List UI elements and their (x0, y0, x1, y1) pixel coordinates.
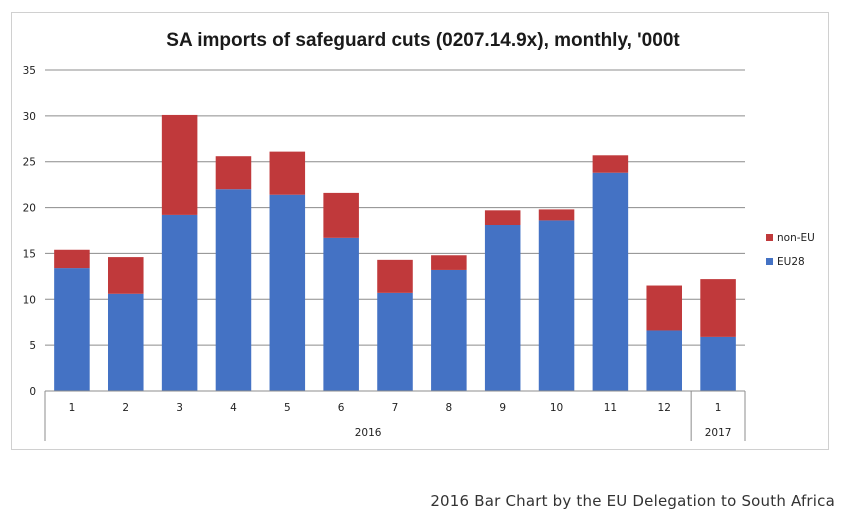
bar-eu28-1 (54, 268, 90, 391)
x-group-label: 2016 (355, 427, 382, 439)
y-tick-label: 0 (29, 386, 36, 398)
bar-non-eu-8 (431, 255, 467, 270)
y-tick-label: 15 (23, 248, 36, 260)
image-caption: 2016 Bar Chart by the EU Delegation to S… (430, 492, 835, 510)
bar-eu28-4 (215, 189, 252, 391)
legend-label: non-EU (777, 232, 815, 244)
chart-title: SA imports of safeguard cuts (0207.14.9x… (166, 30, 680, 51)
x-tick-label: 3 (176, 402, 183, 414)
x-tick-label: 11 (604, 402, 617, 414)
x-tick-label: 9 (499, 402, 506, 414)
legend: non-EU EU28 (766, 232, 815, 268)
x-tick-label: 5 (284, 402, 291, 414)
legend-swatch (766, 234, 773, 241)
y-tick-label: 20 (23, 203, 36, 215)
x-tick-label: 2 (122, 402, 129, 414)
x-tick-label: 1 (69, 402, 76, 414)
y-tick-label: 25 (23, 157, 36, 169)
legend-label: EU28 (777, 256, 805, 268)
x-tick-label: 4 (230, 402, 237, 414)
bar-non-eu-3 (161, 114, 198, 215)
bar-non-eu-2 (108, 257, 144, 294)
chart-frame: SA imports of safeguard cuts (0207.14.9x… (11, 12, 829, 450)
bar-non-eu-7 (377, 259, 413, 293)
x-tick-label: 12 (658, 402, 671, 414)
bar-eu28-13 (700, 336, 736, 391)
bar-non-eu-4 (215, 156, 252, 190)
bar-eu28-2 (108, 293, 144, 391)
y-tick-label: 10 (23, 294, 36, 306)
bar-non-eu-11 (592, 155, 629, 173)
bar-eu28-9 (484, 224, 521, 391)
bars (54, 114, 736, 391)
bar-eu28-5 (269, 194, 306, 391)
legend-swatch (766, 258, 773, 265)
bar-eu28-12 (646, 330, 682, 391)
bar-non-eu-9 (484, 210, 521, 225)
bar-non-eu-5 (269, 151, 306, 195)
x-tick-label: 10 (550, 402, 563, 414)
bar-eu28-8 (431, 269, 467, 391)
bar-non-eu-13 (700, 279, 736, 337)
bar-eu28-7 (377, 292, 413, 391)
bar-eu28-11 (592, 172, 629, 391)
x-tick-label: 8 (446, 402, 453, 414)
x-tick-label: 6 (338, 402, 345, 414)
bar-non-eu-6 (323, 192, 359, 238)
x-tick-label: 7 (392, 402, 399, 414)
bar-eu28-10 (538, 220, 575, 391)
bar-non-eu-10 (538, 209, 575, 221)
bar-eu28-3 (161, 214, 198, 391)
x-tick-label: 1 (715, 402, 722, 414)
chart-svg: SA imports of safeguard cuts (0207.14.9x… (23, 30, 815, 441)
y-tick-label: 5 (29, 340, 36, 352)
y-tick-label: 30 (23, 111, 36, 123)
bar-non-eu-1 (54, 249, 90, 269)
bar-non-eu-12 (646, 285, 682, 331)
y-tick-label: 35 (23, 65, 36, 77)
bar-eu28-6 (323, 237, 359, 391)
x-group-label: 2017 (705, 427, 732, 439)
